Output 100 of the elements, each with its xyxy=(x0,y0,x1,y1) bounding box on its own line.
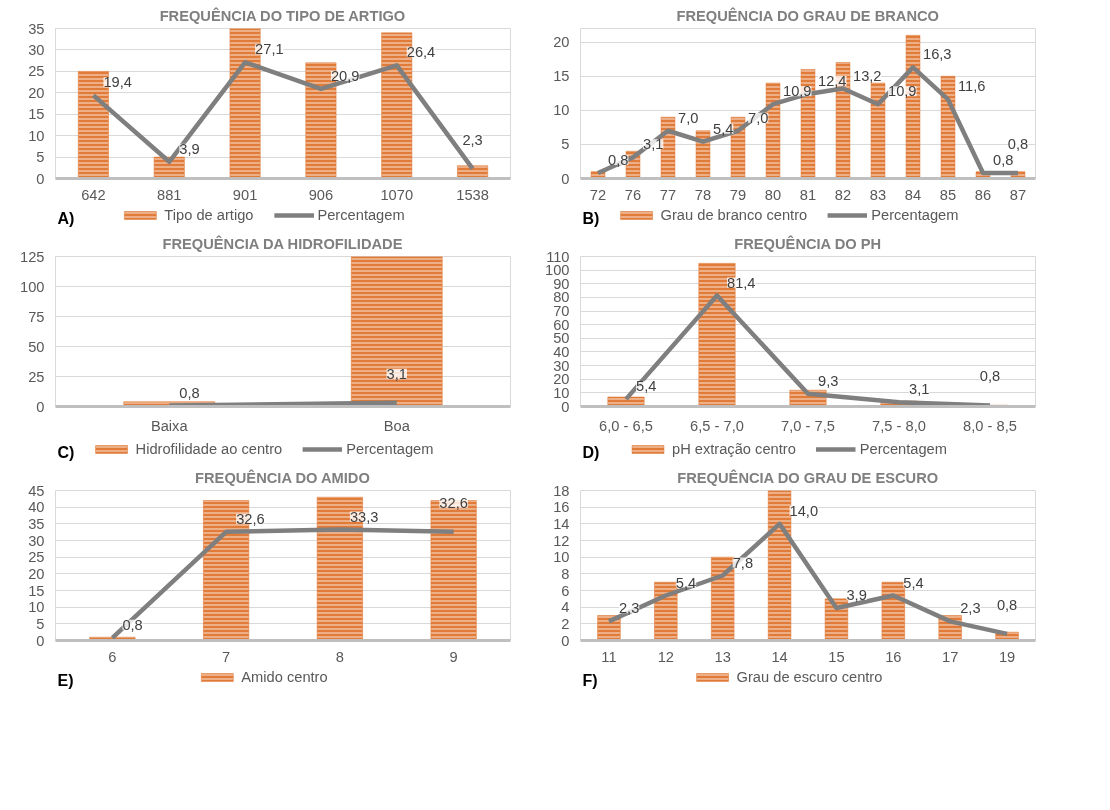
legend-label: Grau de escuro centro xyxy=(736,669,883,685)
y-tick-label: 30 xyxy=(28,41,45,58)
data-label: 11,6 xyxy=(958,78,986,95)
x-tick-label: 87 xyxy=(1009,186,1027,203)
x-tick-label: Boa xyxy=(383,417,411,434)
y-tick-label: 110 xyxy=(546,248,570,265)
x-tick-label: 85 xyxy=(939,186,957,203)
text: F) xyxy=(582,671,598,689)
chart-title: FREQUÊNCIA DO PH xyxy=(734,234,882,252)
y-tick-label: 10 xyxy=(553,549,570,566)
data-label: 3,9 xyxy=(179,140,200,157)
data-label: 5,4 xyxy=(903,574,924,591)
y-tick-label: 5 xyxy=(36,615,45,632)
data-label: 2,3 xyxy=(618,600,640,617)
x-tick-label: 6,0 - 6,5 xyxy=(599,417,653,434)
data-label: 16,3 xyxy=(923,46,952,63)
data-label: 3,1 xyxy=(386,365,407,382)
x-tick-label: 1538 xyxy=(456,186,489,203)
y-tick-label: 16 xyxy=(553,499,570,516)
x-tick-label: 17 xyxy=(942,648,959,665)
x-tick-label: 6,5 - 7,0 xyxy=(690,417,744,434)
y-tick-label: 15 xyxy=(28,106,45,123)
x-tick-label: 80 xyxy=(764,186,782,203)
data-label: 5,4 xyxy=(636,378,657,395)
x-tick-label: 901 xyxy=(232,186,258,203)
y-tick-label: 5 xyxy=(36,149,45,166)
chart-title: FREQUÊNCIA DO GRAU DE ESCURO xyxy=(677,468,939,486)
x-tick-label: 1070 xyxy=(380,186,414,203)
legend-label: Amido centro xyxy=(241,669,328,685)
x-tick-label: 86 xyxy=(974,186,992,203)
y-tick-label: 20 xyxy=(28,84,45,101)
data-label: 2,3 xyxy=(960,600,981,617)
y-tick-label: 14 xyxy=(553,515,570,532)
y-tick-label: 0 xyxy=(36,170,45,187)
text: A) xyxy=(57,209,75,227)
y-tick-label: 10 xyxy=(28,127,45,144)
x-tick-label: 8,0 - 8,5 xyxy=(963,417,1017,434)
x-tick-label: 82 xyxy=(834,186,852,203)
y-tick-label: 6 xyxy=(561,582,570,599)
x-tick-label: 881 xyxy=(157,186,182,203)
legend-label: Grau de branco centro xyxy=(660,207,808,223)
x-tick-label: 76 xyxy=(624,186,642,203)
y-tick-label: 20 xyxy=(553,34,570,51)
chart-title: FREQUÊNCIA DO TIPO DE ARTIGO xyxy=(159,6,406,24)
data-label: 7,0 xyxy=(678,109,699,126)
x-tick-label: 15 xyxy=(828,648,845,665)
data-label: 33,3 xyxy=(349,508,379,525)
y-tick-label: 100 xyxy=(20,278,45,295)
y-tick-label: 0 xyxy=(561,398,570,415)
y-tick-label: 8 xyxy=(561,565,570,582)
data-label: 26,4 xyxy=(406,44,436,61)
data-label: 10,9 xyxy=(783,83,812,100)
legend-label: Percentagem xyxy=(346,441,434,457)
x-tick-label: 13 xyxy=(714,648,731,665)
y-tick-label: 4 xyxy=(561,599,570,616)
data-label: 20,9 xyxy=(330,67,360,84)
y-tick-label: 30 xyxy=(28,532,45,549)
data-label: 7,0 xyxy=(748,109,769,126)
x-tick-label: 11 xyxy=(601,648,617,665)
x-tick-label: Baixa xyxy=(150,417,189,434)
y-tick-label: 75 xyxy=(28,308,45,325)
legend-label: Percentagem xyxy=(317,207,405,223)
y-tick-label: 5 xyxy=(561,136,570,153)
data-label: 5,4 xyxy=(675,574,697,591)
data-label: 3,1 xyxy=(909,381,930,398)
data-label: 32,6 xyxy=(236,510,265,527)
y-tick-label: 35 xyxy=(28,20,45,37)
data-label: 7,8 xyxy=(732,554,754,571)
y-tick-label: 0 xyxy=(36,632,45,649)
y-tick-label: 0 xyxy=(36,398,45,415)
y-tick-label: 50 xyxy=(28,338,45,355)
data-label: 14,0 xyxy=(789,502,819,519)
x-tick-label: 906 xyxy=(308,186,334,203)
data-label: 12,4 xyxy=(818,72,847,89)
text: B) xyxy=(582,209,600,227)
y-tick-label: 12 xyxy=(553,532,570,549)
data-label: 13,2 xyxy=(853,67,882,84)
data-label: 81,4 xyxy=(727,274,756,291)
x-tick-label: 7,0 - 7,5 xyxy=(781,417,835,434)
y-tick-label: 18 xyxy=(553,482,570,499)
x-tick-label: 79 xyxy=(729,186,747,203)
text: E) xyxy=(57,671,74,689)
y-tick-label: 25 xyxy=(28,549,45,566)
x-tick-label: 6 xyxy=(108,648,117,665)
y-tick-label: 25 xyxy=(28,63,45,80)
y-tick-label: 45 xyxy=(28,482,45,499)
x-tick-label: 7,5 - 8,0 xyxy=(872,417,926,434)
y-tick-label: 20 xyxy=(28,565,45,582)
data-label: 10,9 xyxy=(888,83,917,100)
data-label: 0,8 xyxy=(608,152,629,169)
y-tick-label: 2 xyxy=(561,615,570,632)
x-tick-label: 16 xyxy=(885,648,902,665)
y-tick-label: 0 xyxy=(561,632,570,649)
y-tick-label: 15 xyxy=(553,68,570,85)
y-tick-label: 35 xyxy=(28,515,45,532)
data-label: 32,6 xyxy=(439,494,468,511)
legend-label: Hidrofilidade ao centro xyxy=(135,441,283,457)
data-label: 9,3 xyxy=(818,372,839,389)
x-tick-label: 19 xyxy=(998,648,1016,665)
data-label: 3,9 xyxy=(846,587,867,603)
